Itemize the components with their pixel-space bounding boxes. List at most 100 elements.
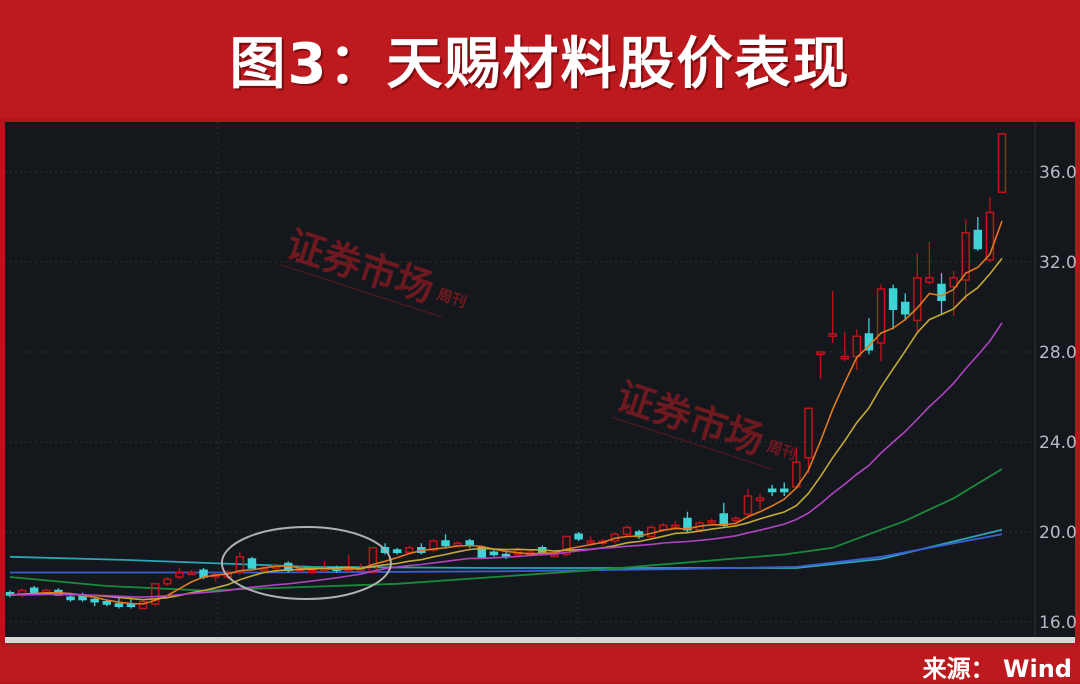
candle-body: [622, 526, 632, 535]
candle-body: [707, 520, 716, 524]
y-tick-label: 28.0: [1039, 343, 1077, 363]
candle-body: [66, 596, 75, 601]
y-tick-label: 16.0: [1039, 613, 1077, 633]
candle: [417, 543, 426, 555]
candle-body: [429, 540, 438, 551]
candle-body: [489, 551, 499, 556]
candle-body: [586, 540, 595, 544]
candle-body: [90, 598, 99, 603]
long-ma-line: [10, 533, 1003, 574]
candles: [5, 133, 1007, 610]
long-ma-line: [9, 468, 1003, 592]
watermark-rule: [280, 264, 443, 318]
candle: [247, 556, 257, 569]
source-label: 来源： Wind: [922, 655, 1072, 683]
y-tick-label: 24.0: [1039, 433, 1077, 453]
candle-body: [574, 533, 583, 540]
candle-body: [441, 540, 450, 547]
chart-bottom-strip: [5, 637, 1075, 643]
highlight-ellipse: [220, 526, 392, 600]
candle: [816, 351, 825, 379]
watermark-text: 证券市场: [611, 373, 769, 463]
candle: [187, 570, 196, 576]
candle-body: [392, 549, 402, 553]
candle-body: [404, 547, 414, 553]
candle: [5, 590, 15, 598]
candle: [707, 518, 716, 524]
ma5-line: [9, 220, 1003, 605]
candle: [743, 489, 753, 519]
candle: [973, 217, 983, 251]
candle: [441, 534, 450, 548]
candle: [150, 583, 160, 607]
candle: [634, 529, 644, 539]
long-ma-line: [9, 528, 1003, 569]
y-tick-label: 20.0: [1039, 523, 1077, 543]
y-tick-label: 36.0: [1039, 163, 1077, 183]
candle: [671, 520, 680, 528]
figure-title: 图3：天赐材料股价表现: [229, 31, 851, 97]
candle: [17, 588, 27, 598]
candle-body: [719, 513, 729, 526]
y-tick-label: 32.0: [1039, 253, 1077, 273]
candle: [586, 536, 595, 544]
candle-body: [913, 277, 922, 322]
candle: [235, 552, 245, 575]
candle-body: [102, 601, 112, 605]
candle-body: [368, 547, 378, 574]
candle-body: [876, 288, 886, 344]
candle: [368, 547, 378, 574]
candle-body: [308, 569, 317, 573]
candle-body: [562, 535, 571, 556]
candle: [489, 550, 499, 557]
candle-body: [175, 571, 184, 578]
candle-body: [961, 232, 970, 281]
watermark-sub: 周刊: [435, 285, 469, 311]
candle: [163, 577, 172, 586]
ma20-line: [9, 322, 1003, 598]
candle: [767, 484, 777, 496]
candle: [683, 511, 692, 532]
candle: [937, 273, 946, 314]
candle-body: [816, 351, 825, 355]
annotations: [220, 526, 392, 600]
candle: [392, 547, 402, 555]
candle: [997, 133, 1007, 193]
candle-body: [598, 540, 608, 544]
candle-body: [743, 495, 753, 515]
candle-body: [900, 301, 910, 315]
candle-body: [767, 488, 777, 493]
candle: [429, 538, 438, 553]
candle: [961, 219, 970, 301]
watermark-text: 证券市场: [281, 221, 439, 311]
watermark-sub: 周刊: [765, 437, 799, 463]
candle: [888, 284, 898, 330]
candle-body: [138, 601, 148, 610]
candle-body: [852, 335, 862, 358]
candle-body: [925, 277, 934, 283]
candle-body: [804, 407, 813, 459]
candle: [574, 532, 583, 541]
candle-body: [114, 603, 124, 607]
candle-body: [997, 133, 1007, 193]
candle-body: [888, 288, 898, 310]
candle-body: [779, 488, 789, 493]
watermark-rule: [610, 416, 773, 470]
candle-body: [937, 283, 946, 301]
candle-body: [235, 556, 245, 574]
y-axis: 16.0 20.0 24.0 28.0 32.0 36.0: [1034, 122, 1077, 637]
candle-body: [671, 524, 680, 528]
candle-body: [949, 277, 958, 288]
candle-body: [163, 578, 172, 585]
candle: [175, 568, 184, 580]
candle-body: [973, 229, 983, 250]
candle-body: [683, 517, 692, 531]
candle: [66, 595, 75, 602]
header-banner: 图3：天赐材料股价表现: [0, 0, 1080, 118]
candle-body: [247, 558, 257, 569]
candle: [949, 271, 958, 316]
